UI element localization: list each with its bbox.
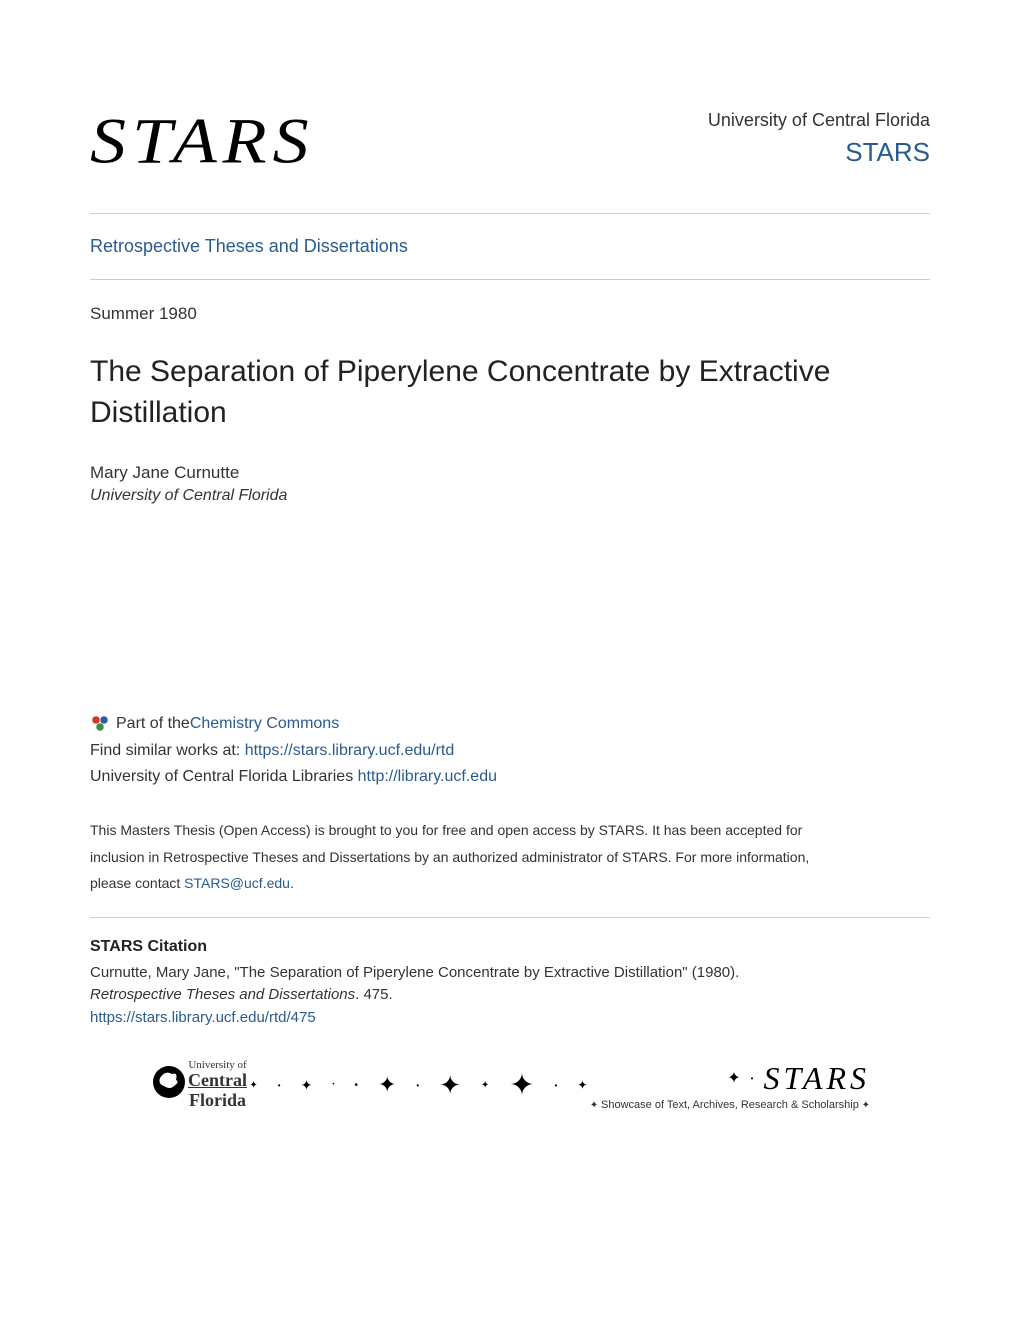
- part-of-prefix: Part of the: [116, 715, 190, 733]
- citation-line-1: Curnutte, Mary Jane, "The Separation of …: [90, 964, 739, 981]
- header-right: University of Central Florida STARS: [708, 100, 930, 168]
- similar-works-line: Find similar works at: https://stars.lib…: [90, 739, 930, 763]
- part-of-line: Part of the Chemistry Commons: [90, 715, 930, 733]
- access-period: .: [290, 875, 294, 891]
- header: STARS University of Central Florida STAR…: [90, 100, 930, 183]
- divider: [90, 279, 930, 280]
- pegasus-icon: [150, 1060, 188, 1110]
- university-name: University of Central Florida: [708, 110, 930, 131]
- ucf-central: Central: [188, 1071, 247, 1091]
- ucf-logo: University of Central Florida: [150, 1059, 247, 1111]
- citation-heading: STARS Citation: [90, 938, 930, 956]
- access-line-2: inclusion in Retrospective Theses and Di…: [90, 844, 930, 871]
- stars-logo: STARS: [90, 104, 315, 179]
- divider: [90, 213, 930, 214]
- stars-tagline: ✦ Showcase of Text, Archives, Research &…: [590, 1099, 870, 1111]
- cluster-icon: [90, 715, 110, 733]
- author-name: Mary Jane Curnutte: [90, 463, 930, 483]
- document-page: STARS University of Central Florida STAR…: [90, 100, 930, 1111]
- similar-prefix: Find similar works at:: [90, 742, 245, 759]
- citation-text: Curnutte, Mary Jane, "The Separation of …: [90, 962, 930, 1030]
- libraries-prefix: University of Central Florida Libraries: [90, 768, 358, 785]
- libraries-url[interactable]: http://library.ucf.edu: [358, 768, 497, 785]
- access-line-3: please contact STARS@ucf.edu.: [90, 870, 930, 897]
- divider: [90, 917, 930, 918]
- ucf-florida: Florida: [188, 1091, 247, 1111]
- breadcrumb[interactable]: Retrospective Theses and Dissertations: [90, 222, 930, 271]
- citation-url[interactable]: https://stars.library.ucf.edu/rtd/475: [90, 1009, 316, 1026]
- spacer: [90, 505, 930, 715]
- stars-link[interactable]: STARS: [708, 137, 930, 168]
- similar-url[interactable]: https://stars.library.ucf.edu/rtd: [245, 742, 455, 759]
- stars-footer-block: ✦ • STARS ✦ Showcase of Text, Archives, …: [590, 1060, 870, 1111]
- decorative-stars: ✦ • ✦ • • ✦ • ✦ ✦ ✦ • ✦: [247, 1068, 590, 1103]
- stars-footer-logo: STARS: [763, 1060, 870, 1097]
- author-affiliation: University of Central Florida: [90, 487, 930, 505]
- commons-link[interactable]: Chemistry Commons: [190, 715, 339, 733]
- citation-number: . 475.: [355, 986, 393, 1003]
- libraries-line: University of Central Florida Libraries …: [90, 765, 930, 789]
- citation-series: Retrospective Theses and Dissertations: [90, 986, 355, 1003]
- access-line-1: This Masters Thesis (Open Access) is bro…: [90, 817, 930, 844]
- access-statement: This Masters Thesis (Open Access) is bro…: [90, 817, 930, 897]
- contact-email[interactable]: STARS@ucf.edu: [184, 875, 290, 891]
- document-title: The Separation of Piperylene Concentrate…: [90, 352, 930, 433]
- publication-date: Summer 1980: [90, 304, 930, 324]
- footer: University of Central Florida ✦ • ✦ • • …: [90, 1059, 930, 1111]
- access-prefix: please contact: [90, 875, 184, 891]
